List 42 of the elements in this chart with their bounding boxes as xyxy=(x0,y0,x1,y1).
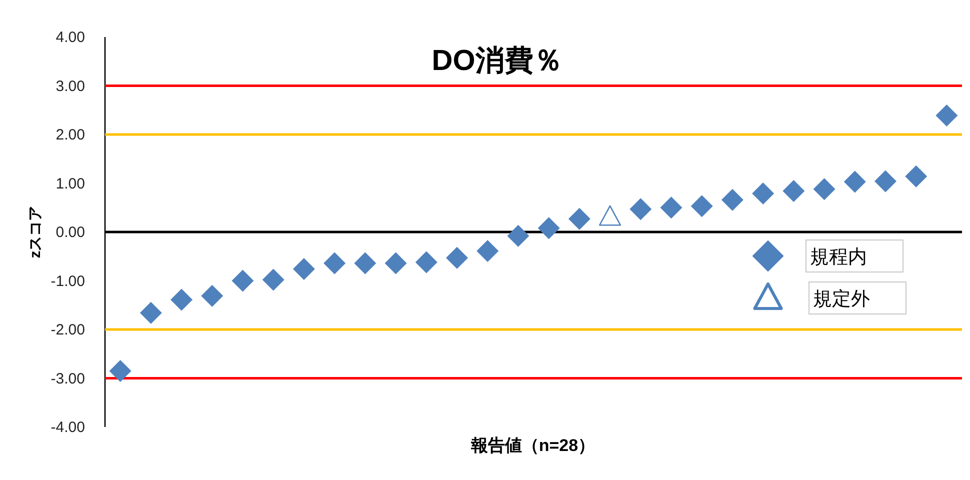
point xyxy=(598,205,622,226)
point xyxy=(354,252,376,274)
y-tick-label: -2.00 xyxy=(50,322,85,338)
point xyxy=(232,270,254,292)
y-tick-label: -1.00 xyxy=(50,272,85,290)
point xyxy=(170,288,193,311)
point xyxy=(476,240,499,262)
y-tick-label: 1.00 xyxy=(56,175,85,192)
point xyxy=(446,246,468,269)
point xyxy=(630,198,652,220)
y-tick-label: 4.00 xyxy=(56,29,85,46)
point xyxy=(384,252,407,274)
legend-label: 規程内 xyxy=(810,247,867,268)
y-tick-label: 0.00 xyxy=(56,224,85,241)
point xyxy=(507,224,530,247)
y-tick-label: 2.00 xyxy=(56,126,85,144)
point xyxy=(936,104,958,126)
point xyxy=(324,252,346,274)
y-tick-label: -3.00 xyxy=(50,370,85,388)
chart-title: DO消費％ xyxy=(432,45,562,77)
y-tick-label: 3.00 xyxy=(56,78,85,95)
point xyxy=(262,268,284,291)
point xyxy=(201,284,224,307)
point xyxy=(782,180,805,202)
point xyxy=(721,188,744,211)
point xyxy=(660,196,682,219)
point xyxy=(538,217,560,240)
point xyxy=(415,251,438,274)
point xyxy=(874,170,896,192)
point xyxy=(140,302,162,324)
point xyxy=(109,360,132,382)
y-tick-label: -4.00 xyxy=(50,419,85,436)
point xyxy=(292,258,315,280)
point xyxy=(690,195,713,218)
y-axis-title: zスコア xyxy=(27,206,44,258)
point xyxy=(568,208,590,230)
point xyxy=(813,178,836,200)
x-axis-title: 報告値（n=28） xyxy=(470,436,596,455)
point xyxy=(752,182,774,204)
point xyxy=(905,165,928,188)
point xyxy=(844,170,866,193)
legend-label: 規定外 xyxy=(813,288,870,310)
